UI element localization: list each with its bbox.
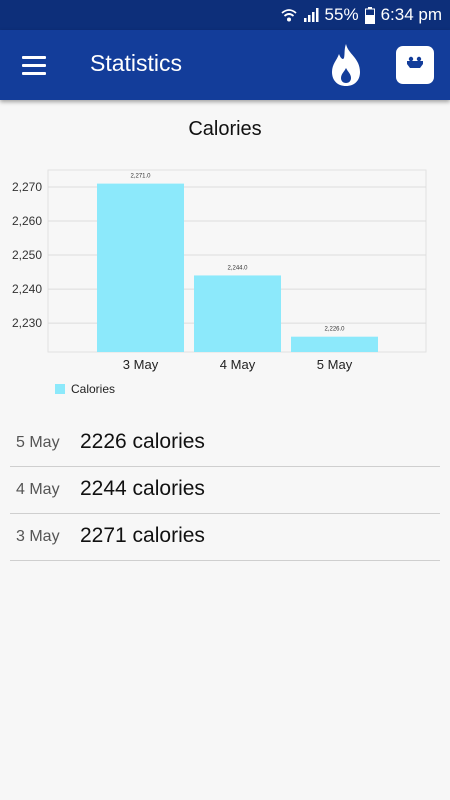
calories-chart: 2,230 2,240 2,250 2,260 2,270 2,271.0 3 May 2,2… — [12, 169, 427, 396]
data-label: 2,226.0 — [324, 327, 345, 333]
list-item-date: 5 May — [16, 434, 60, 451]
flame-icon — [332, 44, 360, 86]
bar[interactable] — [194, 275, 281, 352]
list-item-date: 4 May — [16, 481, 60, 498]
weight-button[interactable] — [396, 46, 434, 84]
list-item-calories: 2244 calories — [80, 477, 205, 500]
list-item[interactable]: 5 May 2226 calories — [10, 420, 440, 467]
calories-list: 5 May 2226 calories 4 May 2244 calories 3 Ma… — [10, 420, 440, 561]
legend-swatch — [55, 384, 65, 394]
x-tick-label: 5 May — [317, 357, 353, 372]
y-tick-label: 2,230 — [12, 316, 42, 330]
list-item-calories: 2226 calories — [80, 430, 205, 453]
x-tick-label: 3 May — [123, 357, 159, 372]
bar[interactable] — [97, 183, 184, 352]
y-tick-label: 2,240 — [12, 282, 42, 296]
scale-icon — [407, 56, 423, 68]
status-bar: 55% 6:34 pm — [0, 0, 450, 30]
data-label: 2,271.0 — [130, 174, 151, 180]
battery-percentage: 55% — [324, 5, 359, 24]
y-tick-label: 2,250 — [12, 248, 42, 262]
chart-title: Calories — [188, 118, 262, 140]
battery-icon — [364, 6, 375, 24]
list-item[interactable]: 4 May 2244 calories — [10, 467, 440, 514]
statistics-content: Calories 2,230 2,240 2,250 2,260 2,270 2,271.… — [0, 100, 450, 800]
clock: 6:34 pm — [380, 5, 442, 24]
list-item-calories: 2271 calories — [80, 524, 205, 547]
list-item-date: 3 May — [16, 528, 60, 545]
y-tick-label: 2,270 — [12, 180, 42, 194]
calories-button[interactable] — [324, 42, 368, 88]
legend-label: Calories — [71, 382, 115, 396]
menu-icon-line — [22, 71, 46, 75]
menu-button[interactable] — [16, 48, 54, 82]
y-tick-label: 2,260 — [12, 214, 42, 228]
app-bar: Statistics — [0, 30, 450, 100]
data-label: 2,244.0 — [227, 265, 248, 271]
page-title: Statistics — [90, 50, 183, 76]
wifi-icon — [280, 9, 297, 22]
x-tick-label: 4 May — [220, 357, 256, 372]
menu-icon-line — [22, 63, 46, 67]
signal-icon — [303, 8, 319, 22]
menu-icon — [22, 55, 46, 59]
list-item[interactable]: 3 May 2271 calories — [10, 514, 440, 561]
bar[interactable] — [291, 336, 378, 352]
